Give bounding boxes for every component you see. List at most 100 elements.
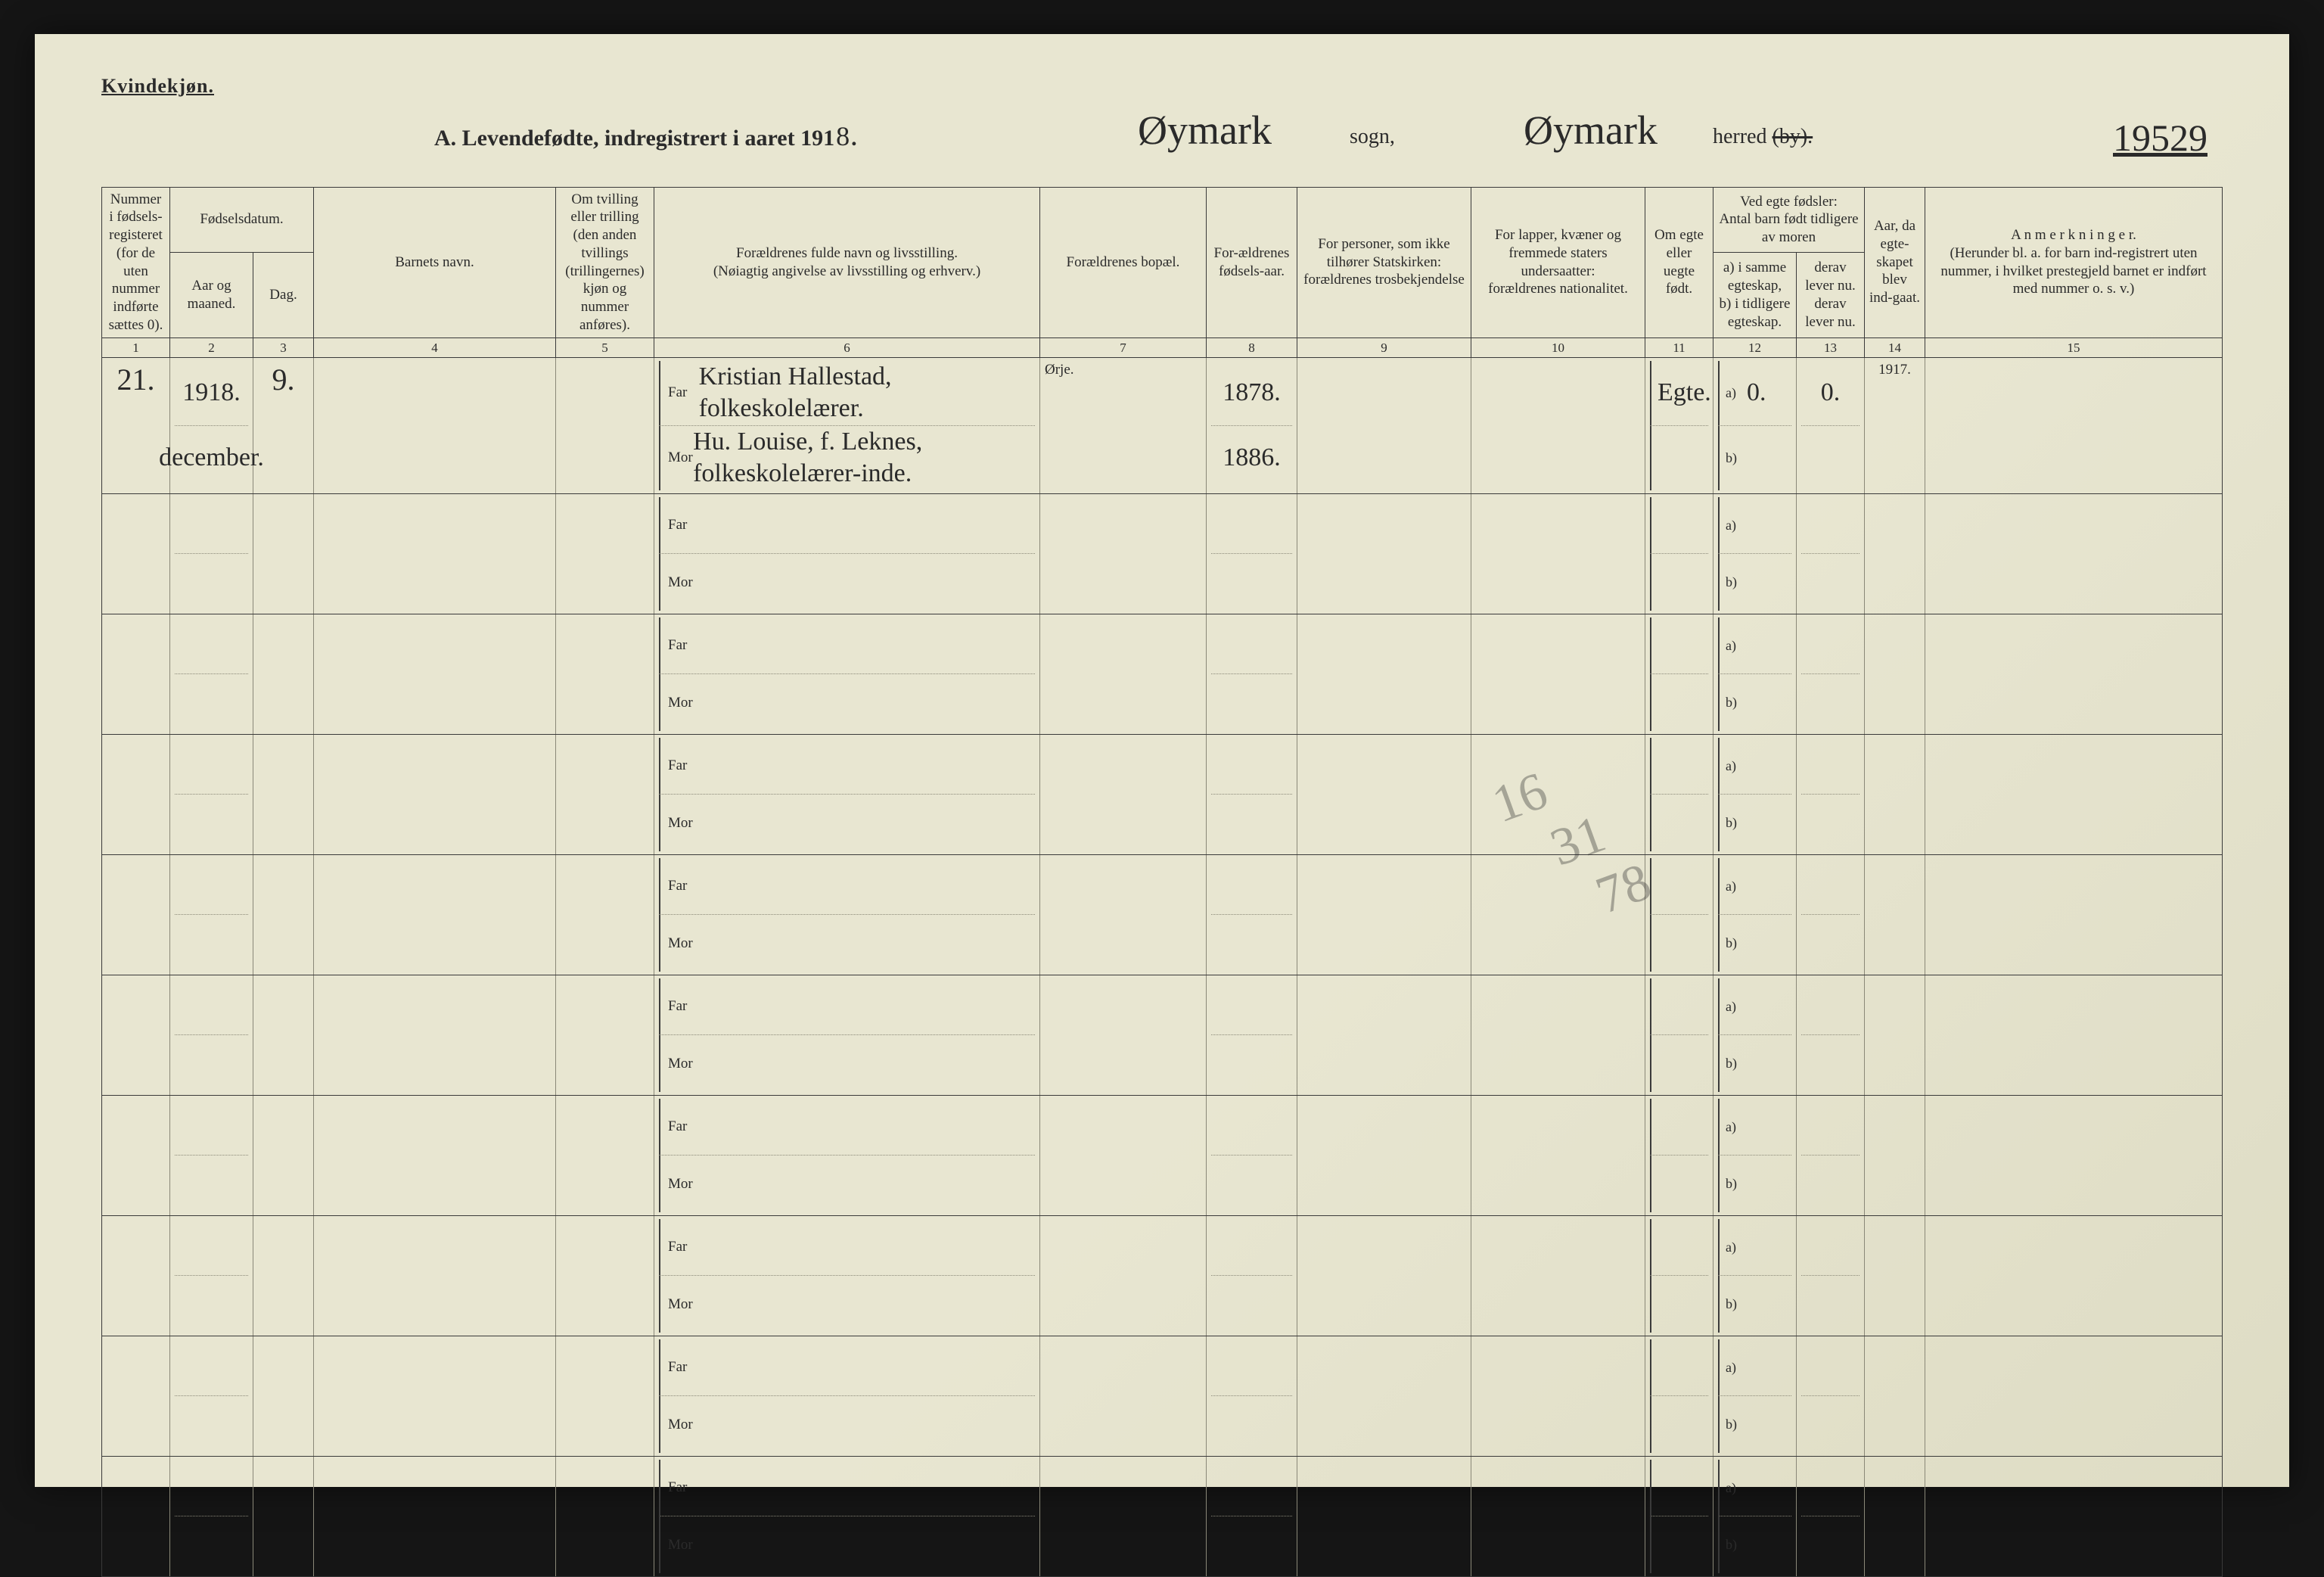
document-sheet: Kvindekjøn. A. Levendefødte, indregistre… bbox=[35, 34, 2289, 1487]
h-antal-barn: Ved egte fødsler: Antal barn født tidlig… bbox=[1713, 187, 1865, 253]
herred-struck: (by). bbox=[1773, 125, 1813, 148]
cell-anmerkninger bbox=[1925, 734, 2223, 854]
cell-egte bbox=[1645, 1336, 1713, 1456]
table-row: FarMora)b) bbox=[102, 975, 2223, 1095]
cell-bopel bbox=[1040, 614, 1207, 734]
cell-dag bbox=[253, 975, 314, 1095]
cell-egteskap-aar bbox=[1865, 1095, 1925, 1215]
cell-fodselsaar bbox=[1207, 614, 1297, 734]
cell-tros bbox=[1297, 1336, 1471, 1456]
cell-nummer bbox=[102, 493, 170, 614]
cell-dag bbox=[253, 854, 314, 975]
cell-barnets-navn bbox=[314, 854, 556, 975]
cell-aar-maaned bbox=[170, 975, 253, 1095]
table-row: FarMora)b) bbox=[102, 1215, 2223, 1336]
register-table: Nummer i fødsels-registeret (for de uten… bbox=[101, 187, 2223, 1577]
cell-dag bbox=[253, 1336, 314, 1456]
cell-bopel bbox=[1040, 1336, 1207, 1456]
ab-b-label: b) bbox=[1726, 1175, 1747, 1193]
ab-a-label: a) bbox=[1726, 878, 1747, 895]
cell-fodselsaar bbox=[1207, 1215, 1297, 1336]
ab-a-label: a) bbox=[1726, 757, 1747, 775]
cell-tros bbox=[1297, 734, 1471, 854]
h-lever: derav lever nu. derav lever nu. bbox=[1797, 253, 1865, 337]
cell-anmerkninger bbox=[1925, 975, 2223, 1095]
cell-anmerkninger bbox=[1925, 357, 2223, 493]
cell-tvilling bbox=[556, 854, 654, 975]
cell-egteskap-aar bbox=[1865, 734, 1925, 854]
cell-tros bbox=[1297, 357, 1471, 493]
cell-anmerkninger bbox=[1925, 1456, 2223, 1576]
egte-value: Egte. bbox=[1658, 377, 1711, 409]
h-foreldre-navn: Forældrenes fulde navn og livsstilling. … bbox=[654, 187, 1040, 337]
h-tvilling: Om tvilling eller trilling (den anden tv… bbox=[556, 187, 654, 337]
cell-dag bbox=[253, 1215, 314, 1336]
cell-fodselsaar-value: 1886. bbox=[1223, 442, 1281, 474]
table-row: FarMora)b) bbox=[102, 854, 2223, 975]
mor-label: Mor bbox=[668, 1055, 701, 1073]
cell-barnets-navn bbox=[314, 493, 556, 614]
cell-barnets-navn bbox=[314, 1095, 556, 1215]
h-anmerkninger: A n m e r k n i n g e r. (Herunder bl. a… bbox=[1925, 187, 2223, 337]
cell-fodselsaar bbox=[1207, 975, 1297, 1095]
cell-ab: a)b) bbox=[1713, 975, 1797, 1095]
h-nationalitet: For lapper, kvæner og fremmede staters u… bbox=[1471, 187, 1645, 337]
cell-egteskap-aar bbox=[1865, 1215, 1925, 1336]
cell-lever bbox=[1797, 1336, 1865, 1456]
h-egte: Om egte eller uegte født. bbox=[1645, 187, 1713, 337]
cell-egte bbox=[1645, 1456, 1713, 1576]
cell-dag bbox=[253, 734, 314, 854]
cell-fodselsaar bbox=[1207, 1095, 1297, 1215]
cell-aar-maaned bbox=[170, 854, 253, 975]
cell-egteskap-aar bbox=[1865, 1456, 1925, 1576]
mor-label: Mor bbox=[668, 1416, 701, 1434]
cell-barnets-navn bbox=[314, 1336, 556, 1456]
cell-dag bbox=[253, 614, 314, 734]
coln-8: 8 bbox=[1207, 337, 1297, 357]
cell-lever bbox=[1797, 854, 1865, 975]
cell-bopel bbox=[1040, 493, 1207, 614]
cell-fodselsaar bbox=[1207, 1336, 1297, 1456]
cell-bopel bbox=[1040, 975, 1207, 1095]
mor-label: Mor bbox=[668, 814, 701, 832]
ab-a-label: a) bbox=[1726, 998, 1747, 1016]
table-row: FarMor a)b) bbox=[102, 493, 2223, 614]
ab-a-label: a) bbox=[1726, 637, 1747, 655]
cell-foreldre-navn: FarMor bbox=[654, 1336, 1040, 1456]
coln-14: 14 bbox=[1865, 337, 1925, 357]
cell-ab: a)b) bbox=[1713, 1215, 1797, 1336]
cell-aar-maaned bbox=[170, 1095, 253, 1215]
cell-foreldre-navn: FarMor bbox=[654, 854, 1040, 975]
cell-lever bbox=[1797, 1215, 1865, 1336]
cell-aar-maaned bbox=[170, 1215, 253, 1336]
cell-nat bbox=[1471, 1456, 1645, 1576]
column-numbers: 1 2 3 4 5 6 7 8 9 10 11 12 13 14 15 bbox=[102, 337, 2223, 357]
coln-2: 2 bbox=[170, 337, 253, 357]
h-aar-maaned: Aar og maaned. bbox=[170, 253, 253, 337]
cell-fodselsaar bbox=[1207, 493, 1297, 614]
ab-b-label: b) bbox=[1726, 1536, 1747, 1554]
title: A. Levendefødte, indregistrert i aaret 1… bbox=[434, 120, 857, 152]
h-bopel: Forældrenes bopæl. bbox=[1040, 187, 1207, 337]
cell-tvilling bbox=[556, 614, 654, 734]
sogn-label: sogn, bbox=[1350, 125, 1395, 149]
cell-lever bbox=[1797, 493, 1865, 614]
cell-nat bbox=[1471, 1095, 1645, 1215]
cell-aar-maaned: 1918.december. bbox=[170, 357, 253, 493]
cell-egte bbox=[1645, 614, 1713, 734]
coln-7: 7 bbox=[1040, 337, 1207, 357]
cell-tros bbox=[1297, 854, 1471, 975]
cell-lever: 0. bbox=[1797, 357, 1865, 493]
cell-nat bbox=[1471, 975, 1645, 1095]
title-year-digit: 8 bbox=[834, 121, 851, 151]
cell-nat bbox=[1471, 357, 1645, 493]
cell-aar-maaned bbox=[170, 1456, 253, 1576]
cell-lever bbox=[1797, 975, 1865, 1095]
coln-12: 12 bbox=[1713, 337, 1797, 357]
cell-dag bbox=[253, 1456, 314, 1576]
cell-ab: a)b) bbox=[1713, 493, 1797, 614]
cell-egteskap-aar: 1917. bbox=[1865, 357, 1925, 493]
cell-foreldre-navn: FarMor bbox=[654, 493, 1040, 614]
cell-nat bbox=[1471, 614, 1645, 734]
far-value: Kristian Hallestad, folkeskolelærer. bbox=[699, 361, 1035, 425]
